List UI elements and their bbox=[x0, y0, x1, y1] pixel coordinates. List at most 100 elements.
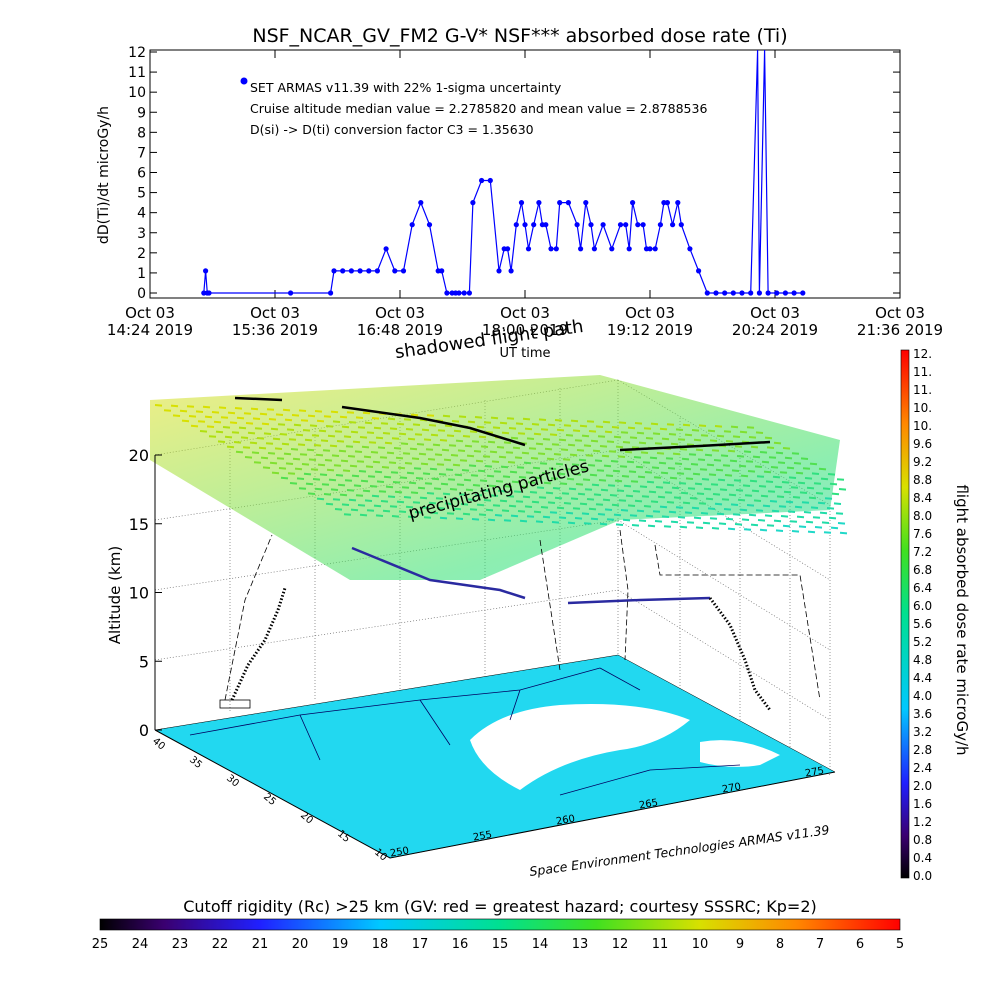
particle-dash bbox=[242, 446, 251, 449]
particle-dash bbox=[602, 420, 611, 424]
particle-dash bbox=[571, 463, 580, 466]
particle-dash bbox=[585, 454, 594, 457]
particle-dash bbox=[658, 461, 667, 465]
particle-dash bbox=[299, 453, 308, 456]
particle-dash bbox=[439, 516, 448, 520]
particle-dash bbox=[419, 496, 428, 500]
x-tick-date: Oct 03 bbox=[375, 304, 425, 322]
particle-dash bbox=[764, 436, 773, 440]
particle-dash bbox=[394, 490, 403, 494]
particle-dash bbox=[258, 446, 267, 450]
right-tick-label: 9.6 bbox=[913, 437, 932, 451]
particle-dash bbox=[643, 427, 652, 430]
particle-dash bbox=[749, 479, 758, 483]
particle-dash bbox=[251, 451, 260, 454]
particle-dash bbox=[680, 491, 689, 495]
particle-dash bbox=[271, 471, 280, 475]
particle-dash bbox=[364, 421, 373, 425]
particle-dash bbox=[713, 459, 722, 462]
data-point bbox=[409, 222, 415, 228]
particle-dash bbox=[794, 505, 803, 509]
particle-dash bbox=[567, 443, 576, 447]
particle-dash bbox=[610, 460, 619, 463]
data-point bbox=[630, 200, 636, 206]
particle-dash bbox=[362, 489, 371, 493]
particle-dash bbox=[553, 453, 562, 456]
data-point bbox=[774, 290, 780, 296]
bottom-tick-label: 14 bbox=[532, 937, 549, 952]
bottom-tick-label: 17 bbox=[412, 937, 429, 952]
particle-dashes bbox=[154, 404, 848, 535]
particle-dash bbox=[607, 484, 616, 487]
particle-dash bbox=[552, 487, 561, 490]
particle-dash bbox=[295, 433, 304, 437]
particle-dash bbox=[362, 411, 371, 415]
particle-dash bbox=[373, 504, 382, 508]
particle-dash bbox=[281, 442, 290, 446]
particle-dash bbox=[683, 467, 692, 471]
data-point bbox=[791, 290, 797, 296]
alt-tick-label: 15 bbox=[129, 515, 149, 534]
particle-dash bbox=[800, 457, 809, 460]
particle-dash bbox=[760, 494, 769, 498]
particle-dash bbox=[445, 468, 454, 471]
particle-dash bbox=[503, 519, 512, 522]
particle-dash bbox=[411, 457, 420, 460]
particle-dash bbox=[813, 482, 822, 485]
particle-dash bbox=[668, 510, 677, 514]
particle-dash bbox=[599, 445, 608, 448]
particle-dash bbox=[398, 510, 407, 513]
particle-dash bbox=[496, 446, 505, 449]
particle-dash bbox=[366, 431, 375, 434]
particle-dash bbox=[412, 501, 421, 504]
particle-dash bbox=[739, 508, 748, 512]
right-colorbar-ticks: 0.0 0.4 0.8 1.2 1.6 2.0 2.4 2.8 3.2 3.6 4.0 4.4 4.8 5… bbox=[913, 347, 932, 883]
particle-dash bbox=[659, 505, 668, 509]
data-point bbox=[578, 246, 584, 252]
particle-dash bbox=[790, 486, 799, 489]
particle-dash bbox=[464, 444, 473, 448]
alt-tick-label: 20 bbox=[129, 446, 149, 465]
particle-dash bbox=[663, 525, 672, 528]
x-tick-date: Oct 03 bbox=[625, 304, 675, 322]
particle-dash bbox=[249, 441, 258, 445]
particle-dash bbox=[316, 497, 325, 501]
alt-tick-label: 10 bbox=[129, 584, 149, 603]
bottom-tick-label: 21 bbox=[252, 937, 269, 952]
particle-dash bbox=[830, 526, 839, 530]
altitude-ticks: 0 5 10 15 20 bbox=[129, 446, 162, 740]
particle-dash bbox=[533, 432, 542, 436]
particle-dash bbox=[495, 480, 504, 483]
particle-dash bbox=[532, 466, 541, 470]
bottom-colorbar bbox=[99, 918, 901, 931]
particle-dash bbox=[392, 481, 401, 484]
particle-dash bbox=[746, 426, 755, 429]
x-tick-time: 21:36 2019 bbox=[857, 321, 943, 339]
particle-dash bbox=[642, 461, 651, 464]
particle-dash bbox=[294, 467, 303, 471]
particle-dash bbox=[418, 452, 427, 456]
particle-dash bbox=[413, 467, 422, 470]
particle-dash bbox=[352, 440, 361, 444]
particle-dash bbox=[195, 410, 204, 413]
particle-dash bbox=[611, 426, 620, 429]
right-tick-label: 2.8 bbox=[913, 743, 932, 757]
particle-dash bbox=[335, 474, 344, 477]
particle-dash bbox=[758, 485, 767, 488]
particle-dash bbox=[724, 474, 733, 477]
particle-dash bbox=[521, 451, 530, 455]
particle-dash bbox=[545, 491, 554, 495]
data-point bbox=[739, 290, 745, 296]
particle-dash bbox=[437, 507, 446, 510]
particle-dash bbox=[357, 504, 366, 507]
particle-dash bbox=[643, 505, 652, 508]
particle-dash bbox=[395, 456, 404, 460]
particle-dash bbox=[287, 472, 296, 475]
particle-dash bbox=[509, 470, 518, 474]
x-tick-date: Oct 03 bbox=[750, 304, 800, 322]
particle-dash bbox=[204, 415, 213, 419]
particle-dash bbox=[695, 526, 704, 529]
particle-dash bbox=[388, 461, 397, 464]
particle-dash bbox=[644, 471, 653, 474]
x-tick-date: Oct 03 bbox=[125, 304, 175, 322]
